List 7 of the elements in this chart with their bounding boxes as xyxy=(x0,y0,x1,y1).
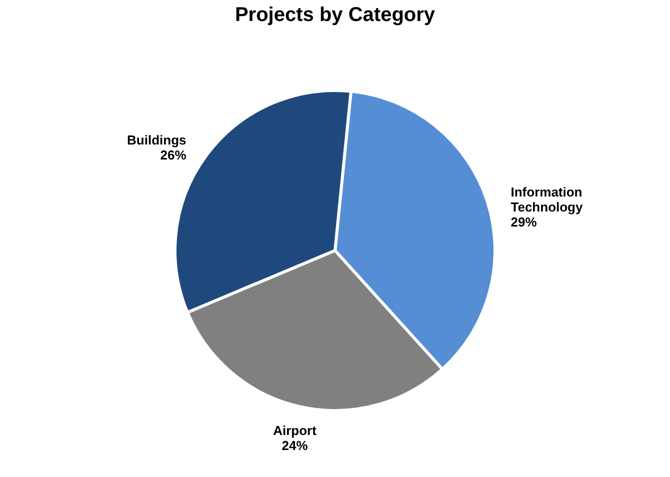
data-label: 24% xyxy=(282,438,308,454)
data-label: 26% xyxy=(160,147,187,162)
slice-label: Information Technology xyxy=(510,184,584,215)
slice-label: Airport xyxy=(273,423,318,438)
slice-label: Buildings xyxy=(127,132,186,148)
data-label: 29% xyxy=(510,214,538,230)
chart-title: Projects by Category xyxy=(234,4,436,26)
